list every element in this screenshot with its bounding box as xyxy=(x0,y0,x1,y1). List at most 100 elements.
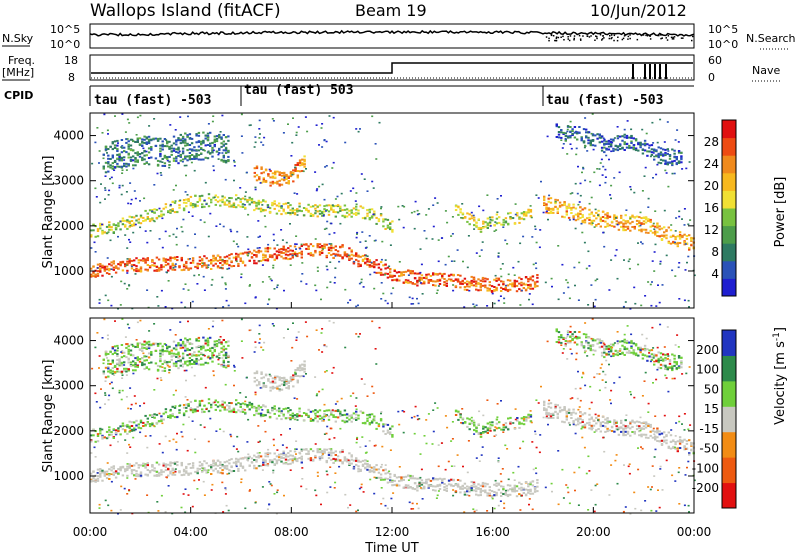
velocity-cell xyxy=(186,347,189,350)
power-cell xyxy=(470,282,473,285)
power-cell xyxy=(255,179,259,182)
power-cell xyxy=(280,178,284,181)
velocity-cell xyxy=(132,364,135,367)
power-cell xyxy=(678,231,682,234)
velocity-cell xyxy=(425,481,428,484)
power-cell xyxy=(420,274,424,277)
power-cell xyxy=(118,186,121,189)
power-cell xyxy=(619,145,621,147)
velocity-cell xyxy=(468,487,471,490)
power-cell xyxy=(413,272,417,275)
velocity-cell xyxy=(531,480,535,483)
power-cell xyxy=(316,270,319,272)
power-cell xyxy=(427,279,430,282)
velocity-cell xyxy=(103,436,106,439)
power-cell xyxy=(606,222,609,225)
power-cell xyxy=(601,174,604,176)
velocity-cell xyxy=(495,492,498,495)
power-cell xyxy=(605,154,608,157)
power-cell xyxy=(124,224,127,227)
power-cell xyxy=(109,164,112,167)
velocity-cell xyxy=(107,366,110,369)
power-cell xyxy=(121,113,124,115)
velocity-cell xyxy=(461,417,465,420)
noise-panel: N.Sky 10^5 10^0 10^5 10^0 N.Search xyxy=(2,23,796,51)
power-cell xyxy=(371,115,374,118)
power-cell xyxy=(651,121,654,124)
power-cell xyxy=(660,234,664,237)
power-cell xyxy=(144,230,147,232)
power-cell xyxy=(659,118,662,121)
nsearch-dot xyxy=(563,39,565,41)
power-cell xyxy=(625,146,629,149)
power-cell xyxy=(285,181,288,184)
power-cell xyxy=(642,216,646,219)
power-cell xyxy=(667,240,670,243)
power-cell xyxy=(554,200,557,203)
power-cell xyxy=(605,140,608,143)
velocity-cell xyxy=(101,435,104,438)
velocity-cell xyxy=(129,354,133,357)
velocity-cell xyxy=(173,416,177,419)
velocity-cell xyxy=(113,371,117,374)
velocity-cell xyxy=(206,337,210,340)
power-cell xyxy=(333,282,336,284)
power-cell xyxy=(137,221,140,224)
velocity-cell xyxy=(398,476,401,479)
power-cell xyxy=(328,233,331,236)
power-cell xyxy=(502,283,505,286)
power-cell xyxy=(464,216,467,219)
velocity-cell xyxy=(262,382,265,385)
velocity-cell xyxy=(216,405,220,408)
velocity-cell xyxy=(293,414,297,417)
power-cell xyxy=(436,280,439,283)
power-cell xyxy=(104,189,107,191)
velocity-cell xyxy=(312,410,315,413)
velocity-cell xyxy=(246,405,249,408)
power-cell xyxy=(649,229,652,232)
power-cell xyxy=(642,222,646,225)
velocity-cell xyxy=(334,454,337,456)
power-cell xyxy=(219,131,222,133)
power-cell xyxy=(454,285,458,288)
power-cell xyxy=(132,164,135,167)
power-cell xyxy=(167,210,170,213)
velocity-cell xyxy=(96,468,100,471)
velocity-cell xyxy=(443,477,446,480)
power-cell xyxy=(235,194,238,197)
power-cell xyxy=(132,140,135,143)
power-cell xyxy=(463,277,467,280)
power-cell xyxy=(475,221,478,224)
velocity-cell xyxy=(359,460,362,463)
velocity-cell xyxy=(368,423,371,426)
velocity-cell xyxy=(275,455,279,458)
power-cell xyxy=(437,239,440,241)
power-cell xyxy=(94,141,97,144)
velocity-cell xyxy=(94,440,97,443)
velocity-cell xyxy=(120,370,124,373)
velocity-cell xyxy=(296,368,299,371)
velocity-cell xyxy=(204,339,207,342)
velocity-cell xyxy=(368,416,371,419)
power-cell xyxy=(382,292,385,295)
velocity-cell xyxy=(377,468,381,471)
power-cell xyxy=(639,141,642,144)
velocity-cell xyxy=(164,408,168,411)
nsearch-dot xyxy=(567,38,569,40)
power-cell xyxy=(296,176,299,179)
power-cell xyxy=(159,150,162,153)
power-cell xyxy=(688,161,691,163)
power-cell xyxy=(259,182,262,184)
power-cell xyxy=(522,287,525,289)
velocity-cell xyxy=(370,420,374,423)
power-cell xyxy=(569,143,572,145)
power-cell xyxy=(126,258,129,260)
power-cell xyxy=(170,147,173,150)
power-cell xyxy=(468,213,471,216)
power-cell xyxy=(103,268,106,271)
power-cell xyxy=(182,288,185,290)
power-cell xyxy=(121,217,125,220)
velocity-cell xyxy=(92,434,95,437)
velocity-cell xyxy=(291,416,294,419)
power-cell xyxy=(481,241,484,243)
